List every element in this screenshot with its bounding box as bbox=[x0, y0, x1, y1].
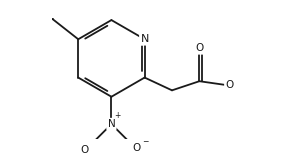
Text: +: + bbox=[115, 111, 121, 120]
Text: O: O bbox=[195, 43, 204, 53]
Text: N: N bbox=[108, 119, 115, 129]
Text: −: − bbox=[142, 137, 148, 146]
Text: N: N bbox=[140, 34, 149, 44]
Text: O: O bbox=[81, 145, 89, 153]
Text: O: O bbox=[133, 143, 141, 153]
Text: O: O bbox=[225, 80, 234, 90]
